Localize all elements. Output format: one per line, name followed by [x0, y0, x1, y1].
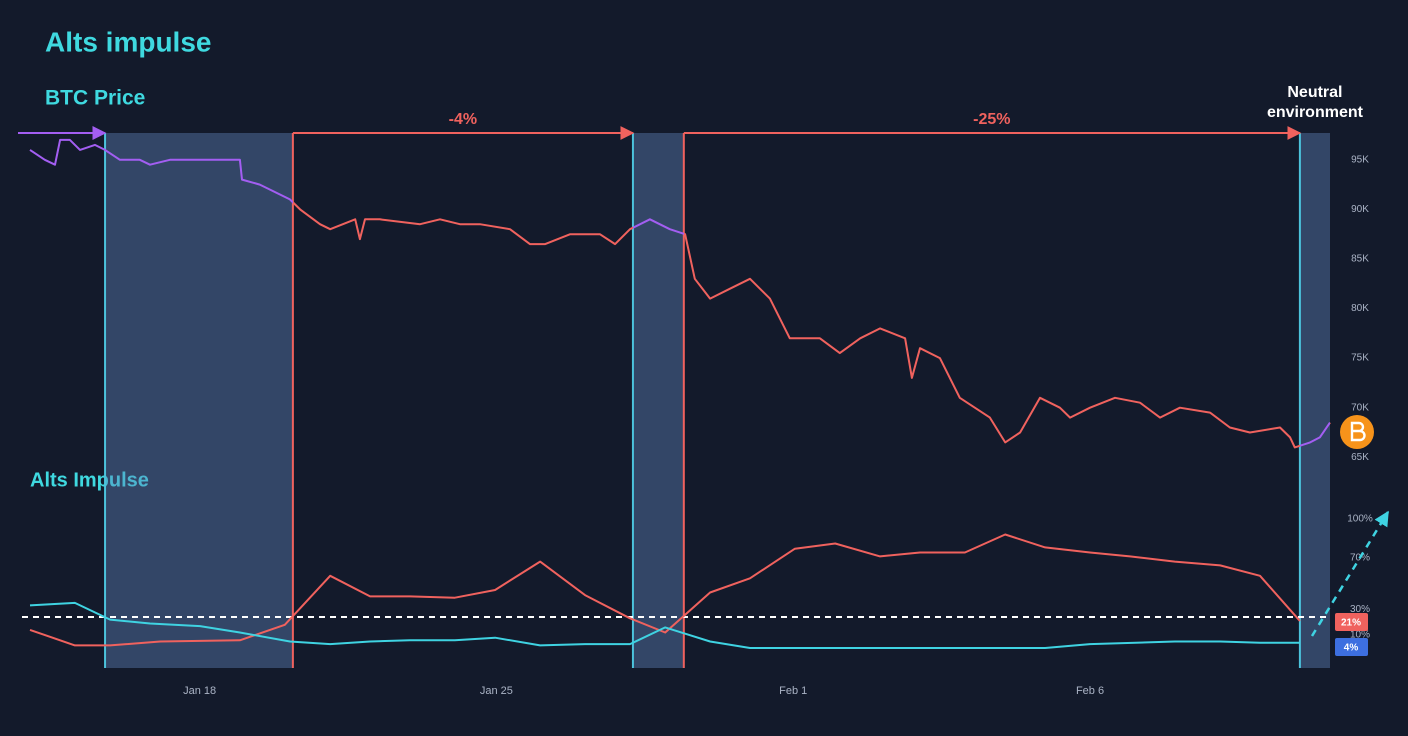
bitcoin-glyph	[1350, 421, 1366, 442]
series-line	[29, 533, 1301, 647]
neutral-label: environment	[1267, 104, 1364, 121]
annotation: -25%	[973, 111, 1010, 128]
trend-arrow	[1310, 510, 1390, 637]
y-tick-label: 65K	[1351, 452, 1369, 463]
y-tick-label: 95K	[1351, 154, 1369, 165]
x-tick-label: Jan 18	[183, 685, 216, 697]
end-badge	[1335, 638, 1368, 656]
shaded-range	[1299, 133, 1330, 668]
end-badge-label: 4%	[1344, 643, 1359, 654]
neutral-label: Neutral	[1287, 84, 1342, 101]
y-tick-label: 80K	[1351, 303, 1369, 314]
x-tick-label: Feb 6	[1076, 685, 1104, 697]
page-title: Alts impulse	[45, 26, 211, 57]
annotation: -4%	[449, 111, 477, 128]
y-tick-label: 10%	[1350, 630, 1370, 641]
x-tick-label: Feb 1	[779, 685, 807, 697]
shaded-range	[105, 133, 293, 668]
plot: -4% -25% Neutral environment 95K 90K 85K 80K 75K…	[18, 84, 1373, 697]
series-line	[29, 138, 1331, 449]
end-badge-label: 21%	[1341, 618, 1361, 629]
y-tick-label: 100%	[1347, 514, 1373, 525]
y-tick-label: 75K	[1351, 353, 1369, 364]
y-tick-label: 85K	[1351, 254, 1369, 265]
y-tick-label: 30%	[1350, 604, 1370, 615]
y-tick-label: 70K	[1351, 402, 1369, 413]
shaded-range	[632, 133, 684, 668]
series-line	[29, 601, 1300, 649]
panel-title: BTC Price	[45, 87, 145, 110]
panel-title: Alts Impulse	[30, 469, 149, 491]
end-badge	[1335, 613, 1368, 631]
x-tick-label: Jan 25	[480, 685, 513, 697]
y-tick-label: 90K	[1351, 204, 1369, 215]
